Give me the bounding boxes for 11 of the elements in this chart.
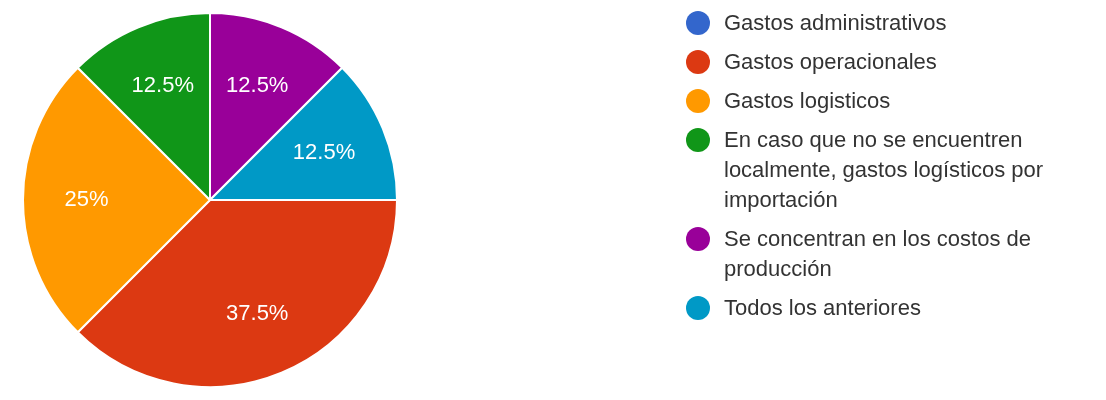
legend-label: Gastos logisticos (723, 87, 892, 115)
data-label: 12.5% (292, 138, 356, 164)
legend-label: Gastos operacionales (723, 48, 938, 76)
legend-label: Todos los anteriores (723, 294, 922, 322)
legend-label: En caso que no se encuentren localmente, gastos logísticos por importación (723, 126, 1045, 214)
data-label: 12.5% (226, 72, 289, 98)
data-label: 37.5% (226, 300, 289, 326)
data-label: 25% (64, 186, 109, 212)
legend-label: Se concentran en los costos de producción (723, 225, 1032, 283)
data-label: 12.5% (131, 72, 194, 98)
legend-label: Gastos administrativos (723, 9, 948, 37)
